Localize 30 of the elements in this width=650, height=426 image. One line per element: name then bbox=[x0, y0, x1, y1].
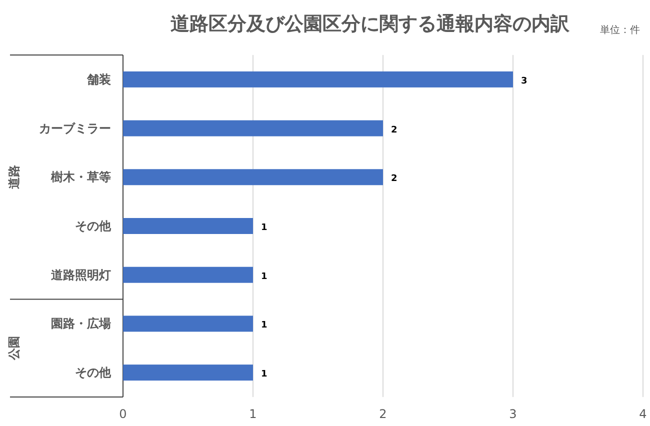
data-label: 2 bbox=[391, 174, 398, 184]
x-tick-label: 0 bbox=[119, 407, 127, 421]
y-tick-label: 舗装 bbox=[86, 72, 112, 86]
x-tick-label: 2 bbox=[379, 407, 387, 421]
text: 公園 bbox=[7, 336, 21, 362]
chart-title: 道路区分及び公園区分に関する通報内容の内訳 bbox=[170, 13, 570, 35]
y-tick-label: その他 bbox=[75, 366, 112, 380]
data-label: 2 bbox=[391, 125, 398, 136]
text: 道路 bbox=[7, 164, 21, 190]
data-label: 1 bbox=[261, 272, 268, 282]
bar bbox=[123, 71, 513, 88]
bar bbox=[123, 218, 253, 234]
y-tick-label: カーブミラー bbox=[39, 121, 111, 136]
bar bbox=[123, 316, 253, 332]
x-tick-label: 3 bbox=[509, 407, 517, 421]
data-label: 1 bbox=[261, 320, 268, 331]
y-tick-label: その他 bbox=[75, 219, 112, 233]
bar bbox=[123, 364, 253, 381]
data-label: 1 bbox=[261, 370, 268, 380]
y-tick-label: 道路照明灯 bbox=[50, 268, 111, 282]
data-label: 1 bbox=[261, 223, 268, 233]
data-label: 3 bbox=[521, 76, 528, 86]
x-tick-label: 4 bbox=[639, 407, 647, 421]
bar bbox=[123, 169, 383, 186]
y-tick-label: 樹木・草等 bbox=[50, 170, 111, 184]
y-tick-label: 園路・広場 bbox=[51, 316, 111, 331]
text: 単位：件 bbox=[600, 24, 640, 36]
bar bbox=[123, 120, 383, 136]
x-tick-label: 1 bbox=[249, 407, 257, 421]
bar bbox=[123, 266, 253, 283]
